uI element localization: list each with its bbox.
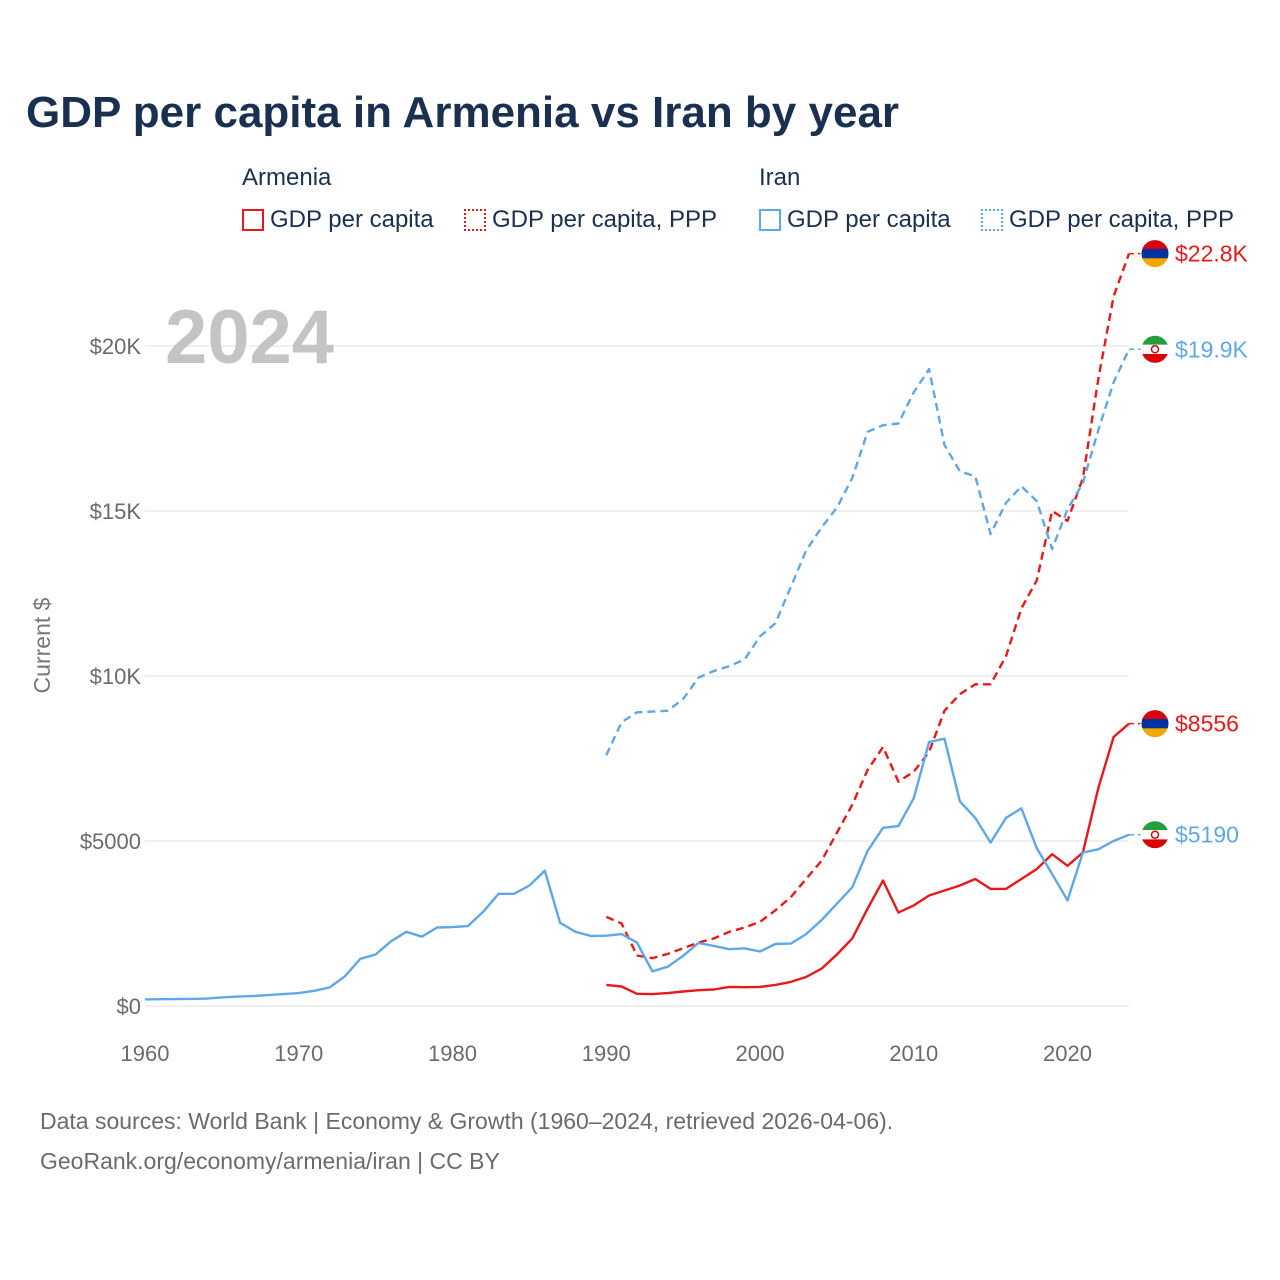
flag-armenia-icon	[1141, 709, 1169, 738]
legend-swatch-iran-ppp	[981, 209, 1003, 231]
flag-iran-icon	[1141, 335, 1169, 364]
flag-stripe	[1141, 239, 1169, 250]
legend-item-iran-ppp[interactable]: GDP per capita, PPP	[981, 204, 1234, 236]
y-tick-label: $0	[117, 994, 141, 1019]
flag-stripe	[1141, 258, 1169, 268]
flag-emblem	[1150, 830, 1160, 839]
chart-title: GDP per capita in Armenia vs Iran by yea…	[26, 88, 900, 137]
legend-item-armenia-gdp[interactable]: GDP per capita	[242, 204, 434, 236]
flag-stripe	[1141, 248, 1169, 259]
legend-label: GDP per capita, PPP	[492, 206, 717, 233]
y-tick-label: $10K	[90, 664, 142, 689]
legend-item-iran-gdp[interactable]: GDP per capita	[759, 204, 951, 236]
legend-label: GDP per capita, PPP	[1009, 206, 1234, 233]
flag-stripe	[1141, 820, 1169, 831]
x-tick-label: 1980	[428, 1041, 477, 1066]
legend-label: GDP per capita	[270, 206, 434, 233]
series-line-armenia-ppp	[605, 253, 1131, 960]
x-tick-label: 1990	[582, 1041, 631, 1066]
x-tick-label: 2020	[1043, 1041, 1092, 1066]
flag-border	[1140, 239, 1170, 269]
series-line-iran-gdp	[144, 737, 1130, 1001]
end-value-label: $19.9K	[1175, 336, 1249, 362]
y-tick-label: $5000	[80, 829, 141, 854]
legend-item-armenia-ppp[interactable]: GDP per capita, PPP	[464, 204, 717, 236]
footer-sources: Data sources: World Bank | Economy & Gro…	[40, 1108, 894, 1134]
series-line-iran-ppp	[605, 348, 1131, 756]
legend-label: GDP per capita	[787, 206, 951, 233]
flag-armenia-icon	[1141, 239, 1169, 268]
x-tick-label: 2010	[889, 1041, 938, 1066]
end-value-label: $8556	[1175, 711, 1239, 737]
flag-stripe	[1141, 353, 1169, 364]
year-watermark: 2024	[165, 295, 334, 380]
legend-swatch-armenia-gdp	[242, 209, 264, 231]
flag-stripe	[1141, 718, 1169, 729]
flag-emblem	[1150, 345, 1160, 354]
legend-group-armenia: Armenia	[242, 164, 332, 191]
flag-stripe	[1141, 839, 1169, 849]
flag-stripe	[1141, 709, 1169, 720]
y-tick-label: $20K	[90, 334, 142, 359]
flag-border	[1140, 709, 1170, 739]
x-tick-label: 1960	[121, 1041, 170, 1066]
flag-iran-icon	[1141, 820, 1169, 849]
x-tick-label: 2000	[736, 1041, 785, 1066]
flag-stripe	[1141, 335, 1169, 346]
flag-border	[1140, 820, 1170, 850]
series-line-armenia-gdp	[606, 722, 1130, 996]
legend-swatch-armenia-ppp	[464, 209, 486, 231]
flag-stripe	[1141, 344, 1169, 355]
flag-border	[1140, 334, 1170, 364]
flag-stripe	[1141, 728, 1169, 738]
end-value-label: $22.8K	[1175, 241, 1249, 267]
x-tick-label: 1970	[274, 1041, 323, 1066]
y-tick-label: $15K	[90, 499, 142, 524]
legend-swatch-iran-gdp	[759, 209, 781, 231]
end-value-label: $5190	[1175, 822, 1239, 848]
y-axis-title: Current $	[29, 597, 55, 693]
flag-stripe	[1141, 830, 1169, 840]
legend-group-iran: Iran	[759, 164, 801, 191]
footer-link[interactable]: GeoRank.org/economy/armenia/iran | CC BY	[40, 1148, 500, 1174]
